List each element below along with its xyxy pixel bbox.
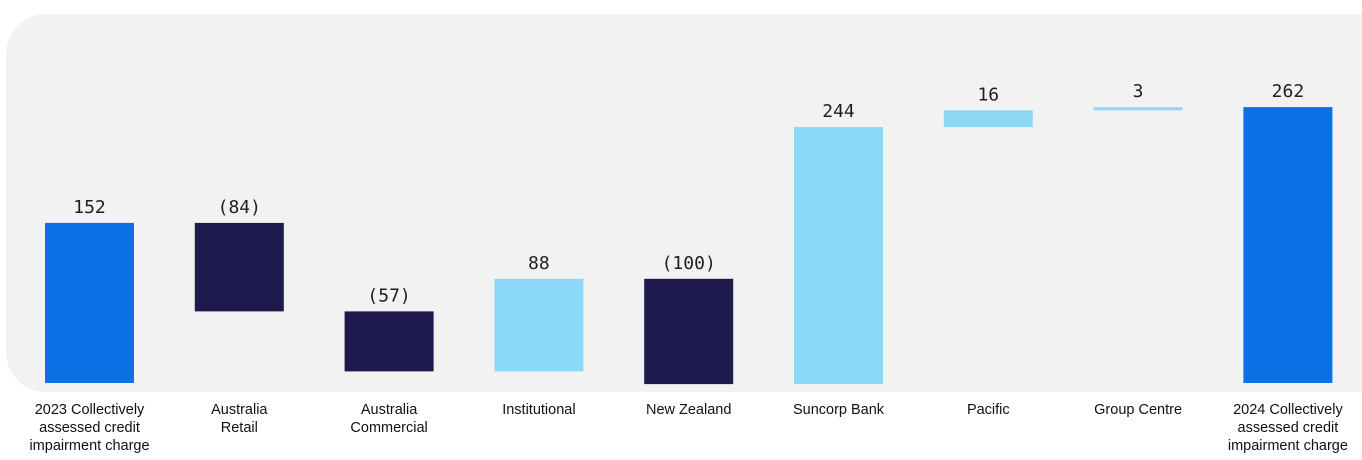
category-label-0: 2023 Collectively assessed credit impair… <box>29 402 150 454</box>
bar-2 <box>344 311 434 372</box>
data-label-2: (57) <box>367 285 410 306</box>
category-label-7: Group Centre <box>1094 402 1183 418</box>
data-label-3: 88 <box>528 253 550 274</box>
data-label-0: 152 <box>73 197 106 218</box>
bar-6 <box>943 110 1033 128</box>
data-label-1: (84) <box>218 197 261 218</box>
bar-1 <box>194 222 284 312</box>
bar-0 <box>45 222 134 383</box>
data-label-7: 3 <box>1133 81 1144 102</box>
category-label-2: Australia Commercial <box>350 402 428 436</box>
data-label-4: (100) <box>662 253 716 274</box>
category-label-8: 2024 Collectively assessed credit impair… <box>1227 402 1348 454</box>
data-label-5: 244 <box>822 101 855 122</box>
bar-4 <box>644 278 734 385</box>
category-label-1: Australia Retail <box>211 402 268 436</box>
bar-5 <box>794 127 883 384</box>
bar-8 <box>1243 107 1333 383</box>
category-label-5: Suncorp Bank <box>792 402 885 418</box>
category-label-3: Institutional <box>502 402 576 418</box>
bar-3 <box>494 278 584 372</box>
bar-7 <box>1093 107 1183 111</box>
data-label-8: 262 <box>1272 81 1305 102</box>
category-label-4: New Zealand <box>645 402 732 418</box>
data-label-6: 16 <box>977 84 999 105</box>
category-label-6: Pacific <box>966 402 1010 418</box>
